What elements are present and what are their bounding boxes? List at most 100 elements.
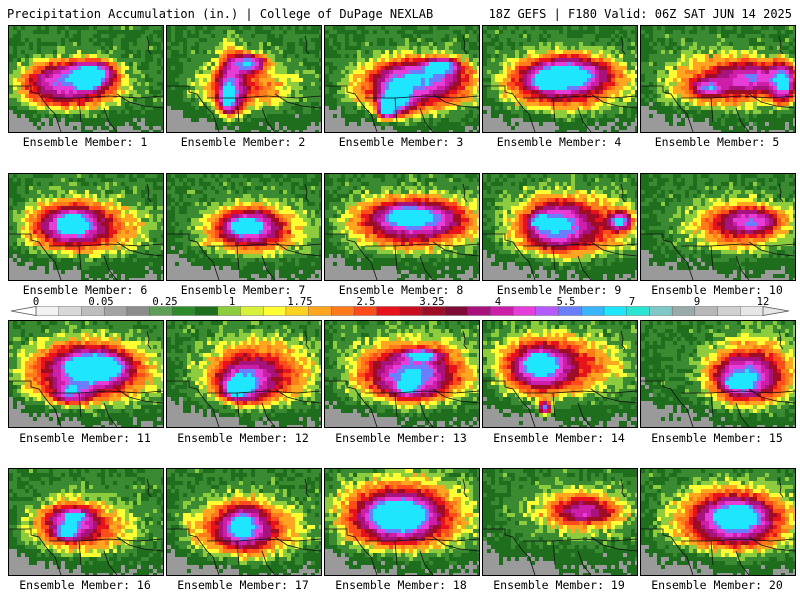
colorbar-tick-label: 0.25 <box>152 296 177 308</box>
colorbar-swatch <box>331 306 355 316</box>
ensemble-member-label: Ensemble Member: 1 <box>5 135 165 149</box>
colorbar-tick-label: 4 <box>495 296 501 308</box>
ensemble-map-panel <box>640 173 796 281</box>
colorbar-swatch <box>376 306 400 316</box>
colorbar-legend: 0 0.05 0.25 1 1.75 2.5 3.25 4 5.5 7 9 12 <box>10 296 790 316</box>
colorbar-swatch <box>126 306 151 316</box>
ensemble-map-panel <box>8 25 164 133</box>
colorbar-swatch <box>581 306 605 316</box>
ensemble-member-label: Ensemble Member: 6 <box>5 283 165 297</box>
ensemble-member-label: Ensemble Member: 2 <box>163 135 323 149</box>
precip-map <box>9 26 163 132</box>
colorbar-tick-label: 12 <box>757 296 770 308</box>
colorbar-tick-label: 1.75 <box>287 296 312 308</box>
ensemble-map-panel <box>324 25 480 133</box>
ensemble-member-label: Ensemble Member: 18 <box>321 578 481 592</box>
colorbar-tick-label: 2.5 <box>357 296 376 308</box>
colorbar-tick-label: 9 <box>694 296 700 308</box>
precip-map <box>483 321 637 427</box>
ensemble-member-label: Ensemble Member: 14 <box>479 431 639 445</box>
colorbar-swatch <box>58 306 82 316</box>
ensemble-map-panel <box>640 320 796 428</box>
ensemble-member-label: Ensemble Member: 20 <box>637 578 797 592</box>
ensemble-map-panel <box>166 468 322 576</box>
colorbar-swatches <box>35 306 764 316</box>
triangle-right-icon <box>762 306 790 316</box>
ensemble-map-panel <box>166 25 322 133</box>
ensemble-map-panel <box>482 173 638 281</box>
colorbar-swatch <box>558 306 582 316</box>
colorbar-swatch <box>308 306 332 316</box>
ensemble-map-panel <box>8 320 164 428</box>
colorbar-swatch <box>285 306 310 316</box>
precip-map <box>641 26 795 132</box>
ensemble-member-label: Ensemble Member: 4 <box>479 135 639 149</box>
precip-map <box>167 26 321 132</box>
colorbar-swatch <box>240 306 264 316</box>
ensemble-member-label: Ensemble Member: 11 <box>5 431 165 445</box>
ensemble-member-label: Ensemble Member: 7 <box>163 283 323 297</box>
precip-map <box>641 469 795 575</box>
colorbar-swatch <box>399 306 423 316</box>
colorbar-swatch <box>467 306 491 316</box>
colorbar-tick-label: 0 <box>33 296 39 308</box>
ensemble-member-label: Ensemble Member: 17 <box>163 578 323 592</box>
ensemble-map-panel <box>482 468 638 576</box>
ensemble-member-label: Ensemble Member: 3 <box>321 135 481 149</box>
colorbar-swatch <box>717 306 741 316</box>
colorbar-swatch <box>649 306 673 316</box>
precip-map <box>9 321 163 427</box>
ensemble-member-label: Ensemble Member: 16 <box>5 578 165 592</box>
ensemble-map-panel <box>8 173 164 281</box>
precip-map <box>483 469 637 575</box>
colorbar-swatch <box>444 306 469 316</box>
ensemble-map-panel <box>8 468 164 576</box>
precip-map <box>325 469 479 575</box>
colorbar-swatch <box>512 306 537 316</box>
precip-map <box>325 321 479 427</box>
precip-map <box>9 174 163 280</box>
colorbar-tick-label: 0.05 <box>88 296 113 308</box>
colorbar-tick-label: 7 <box>629 296 635 308</box>
ensemble-map-panel <box>166 173 322 281</box>
ensemble-map-panel <box>166 320 322 428</box>
colorbar-swatch <box>694 306 719 316</box>
colorbar-swatch <box>262 306 287 316</box>
precip-map <box>9 469 163 575</box>
precip-map <box>167 174 321 280</box>
colorbar-tick-label: 5.5 <box>557 296 576 308</box>
precip-map <box>483 26 637 132</box>
ensemble-member-label: Ensemble Member: 8 <box>321 283 481 297</box>
ensemble-map-panel <box>482 25 638 133</box>
precip-map <box>641 321 795 427</box>
ensemble-member-label: Ensemble Member: 19 <box>479 578 639 592</box>
ensemble-map-panel <box>640 468 796 576</box>
colorbar-swatch <box>103 306 128 316</box>
colorbar-swatch <box>194 306 219 316</box>
precip-map <box>325 26 479 132</box>
colorbar-swatch <box>490 306 514 316</box>
ensemble-map-panel <box>482 320 638 428</box>
page-title: Precipitation Accumulation (in.) | Colle… <box>7 7 433 21</box>
colorbar-swatch <box>353 306 378 316</box>
precip-map <box>483 174 637 280</box>
ensemble-member-label: Ensemble Member: 12 <box>163 431 323 445</box>
colorbar-swatch <box>671 306 696 316</box>
ensemble-member-label: Ensemble Member: 13 <box>321 431 481 445</box>
colorbar-tick-label: 1 <box>229 296 235 308</box>
colorbar-swatch <box>603 306 628 316</box>
colorbar-swatch <box>35 306 60 316</box>
ensemble-map-panel <box>324 173 480 281</box>
precip-map <box>167 321 321 427</box>
precip-map <box>325 174 479 280</box>
colorbar-tick-label: 3.25 <box>419 296 444 308</box>
ensemble-member-label: Ensemble Member: 10 <box>637 283 797 297</box>
ensemble-map-panel <box>640 25 796 133</box>
ensemble-map-panel <box>324 468 480 576</box>
ensemble-map-panel <box>324 320 480 428</box>
colorbar-swatch <box>172 306 196 316</box>
colorbar-swatch <box>81 306 105 316</box>
colorbar-swatch <box>149 306 173 316</box>
ensemble-member-label: Ensemble Member: 5 <box>637 135 797 149</box>
triangle-left-icon <box>10 306 37 316</box>
